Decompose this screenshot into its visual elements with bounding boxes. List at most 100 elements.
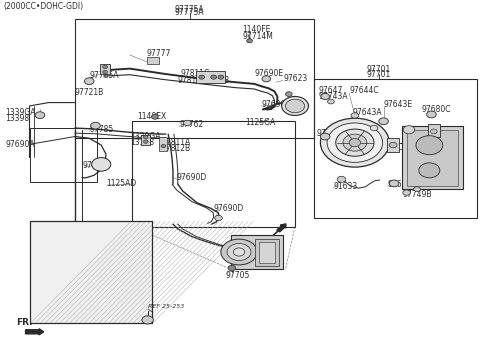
Text: 97762: 97762 xyxy=(179,120,204,129)
Text: 97749B: 97749B xyxy=(403,191,432,199)
Circle shape xyxy=(389,142,397,148)
Bar xyxy=(387,138,399,152)
Circle shape xyxy=(419,163,440,178)
Circle shape xyxy=(343,134,367,151)
Text: 91633: 91633 xyxy=(333,182,358,191)
Circle shape xyxy=(233,248,245,256)
Circle shape xyxy=(431,129,437,134)
Text: 97777: 97777 xyxy=(147,49,171,58)
Text: 97714M: 97714M xyxy=(242,32,273,41)
Bar xyxy=(314,79,477,218)
Bar xyxy=(100,64,110,74)
Text: 97690A: 97690A xyxy=(262,100,291,109)
Text: 97775A: 97775A xyxy=(175,5,204,14)
Text: 97852B: 97852B xyxy=(422,130,451,139)
FancyArrow shape xyxy=(277,224,286,232)
Circle shape xyxy=(228,265,236,271)
Circle shape xyxy=(327,123,383,162)
Bar xyxy=(407,130,458,186)
Circle shape xyxy=(144,135,148,139)
Text: 97811C: 97811C xyxy=(180,69,209,78)
Text: REF 25-253: REF 25-253 xyxy=(148,304,184,309)
Text: 97701: 97701 xyxy=(367,65,391,74)
Circle shape xyxy=(351,113,359,118)
Text: 97707C: 97707C xyxy=(405,135,435,145)
Bar xyxy=(255,239,279,266)
Circle shape xyxy=(144,140,148,143)
Text: 97647: 97647 xyxy=(319,86,343,95)
Circle shape xyxy=(379,118,388,125)
Text: 13398: 13398 xyxy=(5,114,30,123)
Circle shape xyxy=(247,39,252,43)
Circle shape xyxy=(227,243,251,261)
Circle shape xyxy=(92,158,111,171)
Bar xyxy=(30,128,97,182)
Text: 97705: 97705 xyxy=(226,271,250,280)
Circle shape xyxy=(427,111,436,118)
Bar xyxy=(132,121,295,226)
Text: 1125AD: 1125AD xyxy=(106,179,136,188)
Circle shape xyxy=(414,187,420,192)
Text: 97643E: 97643E xyxy=(384,100,413,109)
Text: 97680C: 97680C xyxy=(422,105,451,114)
Circle shape xyxy=(161,144,166,148)
Circle shape xyxy=(211,75,216,79)
Bar xyxy=(30,221,153,323)
Text: 97690E: 97690E xyxy=(254,69,284,78)
Text: 97743A: 97743A xyxy=(319,92,348,101)
Bar xyxy=(196,71,225,83)
Bar xyxy=(30,221,153,323)
Circle shape xyxy=(221,239,257,265)
Circle shape xyxy=(142,316,154,324)
Text: 97623: 97623 xyxy=(283,74,307,83)
Bar xyxy=(259,242,276,263)
Text: 97812B: 97812B xyxy=(201,76,230,85)
Circle shape xyxy=(183,120,191,126)
Circle shape xyxy=(321,93,329,100)
Text: 1339GA: 1339GA xyxy=(130,132,160,141)
Bar xyxy=(141,134,151,145)
Circle shape xyxy=(416,136,443,155)
Text: 13398: 13398 xyxy=(130,138,154,147)
Text: 97644C: 97644C xyxy=(349,86,379,95)
Text: 1140FE: 1140FE xyxy=(242,25,271,34)
Circle shape xyxy=(321,118,389,167)
Bar xyxy=(428,124,440,136)
Circle shape xyxy=(321,133,330,140)
Text: 97775A: 97775A xyxy=(175,8,204,17)
Circle shape xyxy=(337,176,346,182)
Circle shape xyxy=(103,65,108,69)
Text: 97811A: 97811A xyxy=(161,138,190,147)
Circle shape xyxy=(103,70,108,74)
Text: 97785: 97785 xyxy=(89,125,113,134)
Circle shape xyxy=(286,99,305,113)
Circle shape xyxy=(403,190,410,195)
Circle shape xyxy=(215,215,222,221)
Text: 97690F: 97690F xyxy=(82,161,111,170)
Text: 97721B: 97721B xyxy=(75,88,104,97)
Circle shape xyxy=(370,125,378,131)
Text: 97674: 97674 xyxy=(387,180,412,189)
Circle shape xyxy=(389,180,399,187)
Text: 97690D: 97690D xyxy=(177,174,207,182)
FancyArrow shape xyxy=(25,329,44,335)
Circle shape xyxy=(84,78,94,85)
Bar xyxy=(147,57,158,63)
Circle shape xyxy=(35,112,45,119)
Text: FR.: FR. xyxy=(16,318,33,327)
Circle shape xyxy=(403,126,415,134)
Text: 1125GA: 1125GA xyxy=(245,118,275,128)
Text: 1140EX: 1140EX xyxy=(137,112,167,121)
Text: (2000CC•DOHC-GDI): (2000CC•DOHC-GDI) xyxy=(3,2,83,11)
Text: 1339GA: 1339GA xyxy=(5,108,36,117)
Text: 97785A: 97785A xyxy=(89,71,119,80)
Circle shape xyxy=(336,129,374,156)
Circle shape xyxy=(286,92,292,97)
Text: 97812B: 97812B xyxy=(161,144,190,152)
Text: 97690A: 97690A xyxy=(5,140,35,149)
Circle shape xyxy=(91,122,100,129)
Bar xyxy=(158,137,167,151)
Circle shape xyxy=(152,115,158,119)
Text: 97811B: 97811B xyxy=(178,76,207,85)
Text: 97714A: 97714A xyxy=(317,129,346,138)
